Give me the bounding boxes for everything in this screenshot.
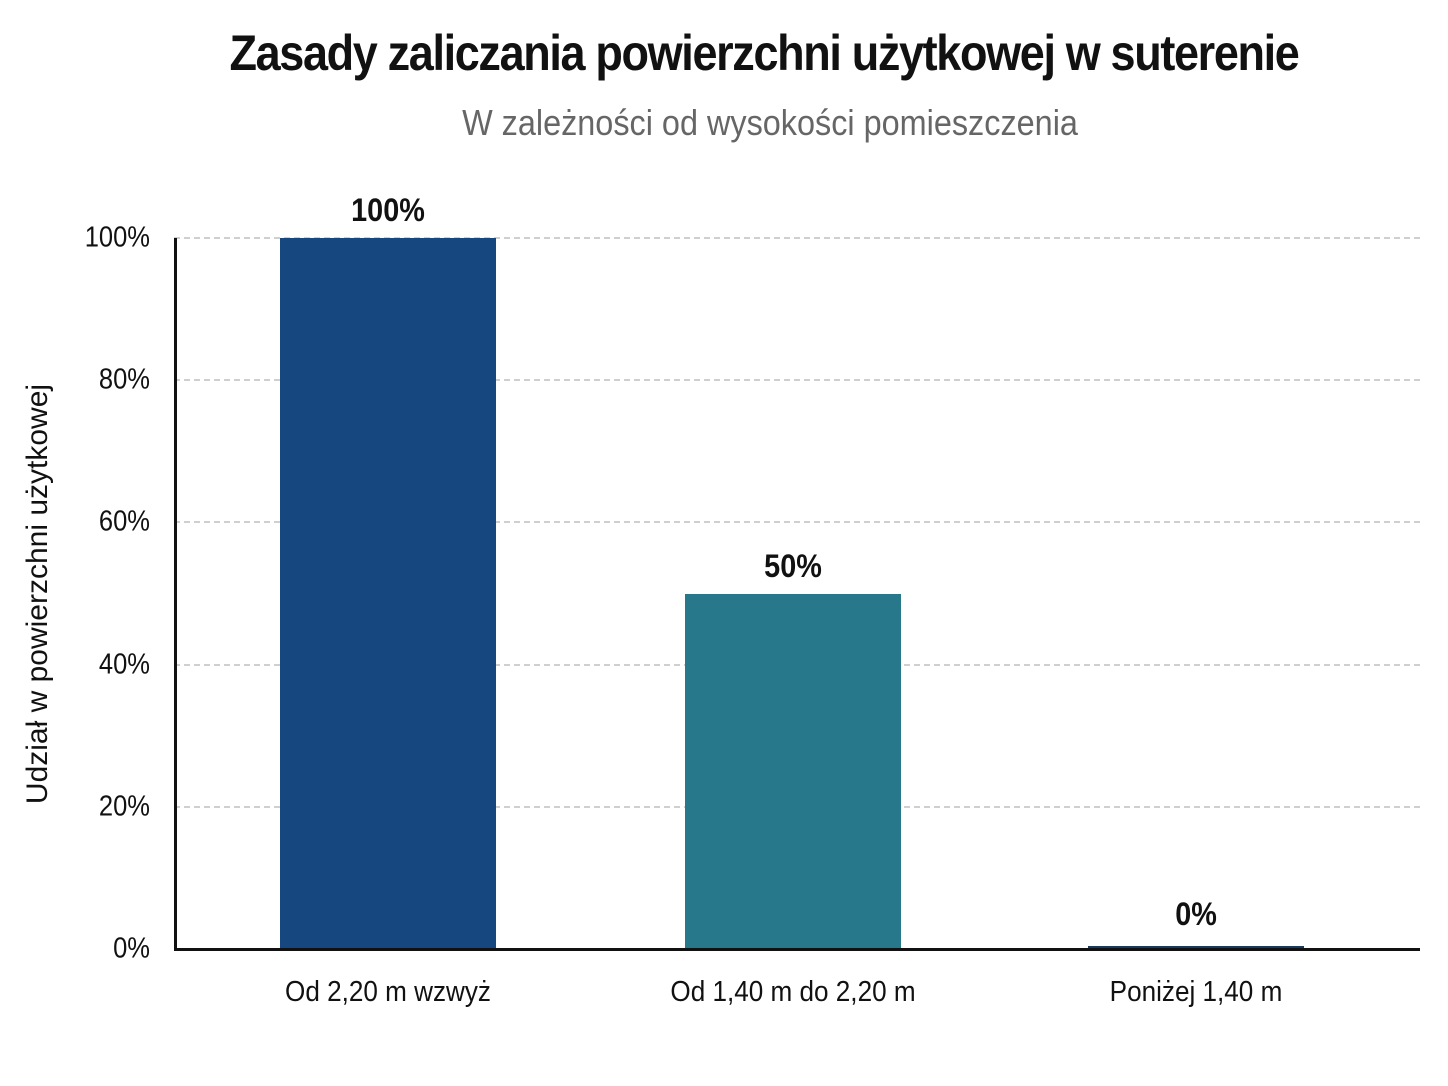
- gridline: [174, 521, 1420, 524]
- chart-subtitle: W zależności od wysokości pomieszczenia: [462, 102, 1078, 143]
- bar: [280, 238, 496, 949]
- y-tick-label: 0%: [113, 932, 150, 965]
- y-tick-label: 100%: [84, 221, 150, 254]
- y-tick-label: 80%: [98, 363, 150, 396]
- y-axis-label: Udział w powierzchni użytkowej: [21, 383, 54, 805]
- gridline: [174, 379, 1420, 382]
- bar: [1088, 946, 1304, 949]
- y-tick-label: 60%: [98, 505, 150, 538]
- gridline: [174, 237, 1420, 239]
- x-tick-label: Poniżej 1,40 m: [1109, 976, 1283, 1008]
- y-axis-line: [174, 238, 177, 949]
- y-tick-label: 40%: [98, 648, 150, 681]
- bar-value-label: 50%: [764, 547, 822, 584]
- x-tick-label: Od 1,40 m do 2,20 m: [670, 976, 916, 1008]
- x-axis-line: [174, 948, 1420, 951]
- x-tick-label: Od 2,20 m wzwyż: [285, 976, 491, 1008]
- chart-title: Zasady zaliczania powierzchni użytkowej …: [229, 25, 1299, 81]
- y-tick-label: 20%: [98, 790, 150, 823]
- bar-value-label: 0%: [1175, 896, 1217, 932]
- bar-value-label: 100%: [351, 192, 425, 228]
- plot-area: [174, 237, 1420, 951]
- bar: [685, 593, 901, 949]
